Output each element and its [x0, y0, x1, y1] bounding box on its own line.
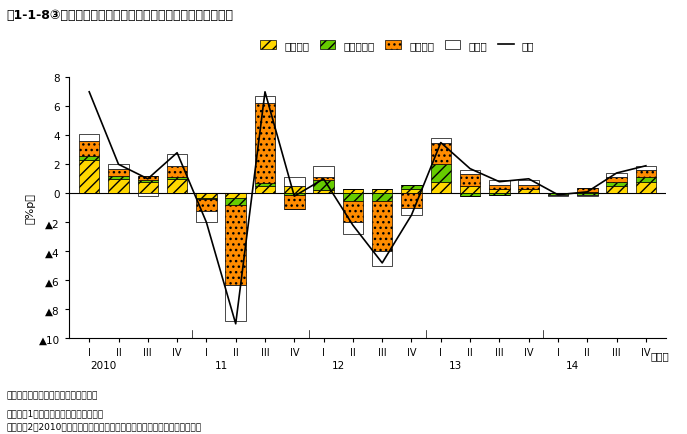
Bar — [607, 178, 627, 182]
Bar — [519, 190, 539, 194]
Bar — [489, 190, 510, 194]
Text: 14: 14 — [566, 360, 579, 370]
Bar — [79, 135, 100, 142]
Bar — [167, 166, 188, 178]
Bar — [431, 182, 451, 194]
Bar — [401, 185, 422, 190]
Bar — [167, 179, 188, 194]
Bar — [343, 190, 363, 194]
Bar — [460, 175, 480, 187]
Bar — [313, 181, 334, 191]
Bar — [79, 142, 100, 156]
Bar — [431, 165, 451, 182]
Bar — [635, 178, 656, 182]
Bar — [284, 187, 304, 194]
Bar — [401, 190, 422, 194]
Bar — [460, 194, 480, 197]
Text: 11: 11 — [214, 360, 227, 370]
Bar — [167, 178, 188, 179]
Text: 2010: 2010 — [91, 360, 117, 370]
Bar — [460, 171, 480, 175]
Bar — [79, 161, 100, 194]
Bar — [343, 223, 363, 234]
Bar — [137, 177, 158, 181]
Bar — [489, 181, 510, 185]
Bar — [109, 169, 128, 177]
Bar — [313, 191, 334, 194]
Bar — [225, 194, 246, 198]
Bar — [635, 182, 656, 194]
Bar — [577, 192, 598, 194]
Bar — [137, 182, 158, 194]
Text: 資料：財務省「貿易統計」により作成: 資料：財務省「貿易統計」により作成 — [7, 391, 98, 400]
Bar — [607, 174, 627, 178]
Bar — [372, 190, 392, 194]
Bar — [577, 188, 598, 192]
Bar — [255, 104, 275, 184]
Bar — [372, 252, 392, 266]
Bar — [343, 201, 363, 223]
Bar — [548, 195, 568, 197]
Text: 12: 12 — [332, 360, 345, 370]
Bar — [284, 194, 304, 195]
Bar — [401, 208, 422, 216]
Bar — [225, 205, 246, 285]
Bar — [225, 285, 246, 321]
Bar — [401, 194, 422, 208]
Bar — [635, 171, 656, 178]
Bar — [196, 194, 216, 198]
Bar — [137, 181, 158, 182]
Bar — [460, 187, 480, 194]
Bar — [577, 194, 598, 195]
Text: （注）　1．内閣府による季節調整値。: （注） 1．内閣府による季節調整値。 — [7, 408, 104, 417]
Bar — [431, 143, 451, 165]
Legend: 電気機器, 輸送用機器, 化学製品, その他, 総合: 電気機器, 輸送用機器, 化学製品, その他, 総合 — [256, 36, 539, 55]
Bar — [431, 139, 451, 143]
Bar — [255, 187, 275, 194]
Text: 第1-1-8③図　輸出数量指数の増減率に対する品目別の寄与度: 第1-1-8③図 輸出数量指数の増減率に対する品目別の寄与度 — [7, 9, 234, 22]
Bar — [255, 184, 275, 187]
Bar — [109, 177, 128, 179]
Bar — [313, 178, 334, 181]
Bar — [372, 194, 392, 201]
Bar — [607, 187, 627, 194]
Bar — [196, 200, 216, 211]
Text: 2．2010年の品目別の貿易額をウェイトとして寄与度を算出した。: 2．2010年の品目別の貿易額をウェイトとして寄与度を算出した。 — [7, 421, 202, 430]
Text: 13: 13 — [449, 360, 462, 370]
Bar — [635, 166, 656, 171]
Y-axis label: （%p）: （%p） — [26, 193, 36, 224]
Bar — [519, 181, 539, 185]
Bar — [225, 198, 246, 205]
Bar — [519, 185, 539, 190]
Bar — [167, 155, 188, 166]
Bar — [343, 194, 363, 201]
Text: （期）: （期） — [651, 350, 669, 360]
Bar — [284, 195, 304, 210]
Bar — [284, 178, 304, 187]
Bar — [109, 179, 128, 194]
Bar — [607, 182, 627, 187]
Bar — [577, 195, 598, 197]
Bar — [313, 166, 334, 178]
Bar — [372, 201, 392, 252]
Bar — [196, 198, 216, 200]
Bar — [79, 156, 100, 161]
Bar — [489, 194, 510, 195]
Bar — [548, 194, 568, 195]
Bar — [109, 165, 128, 169]
Bar — [255, 97, 275, 104]
Bar — [196, 211, 216, 223]
Bar — [489, 185, 510, 190]
Bar — [137, 194, 158, 197]
